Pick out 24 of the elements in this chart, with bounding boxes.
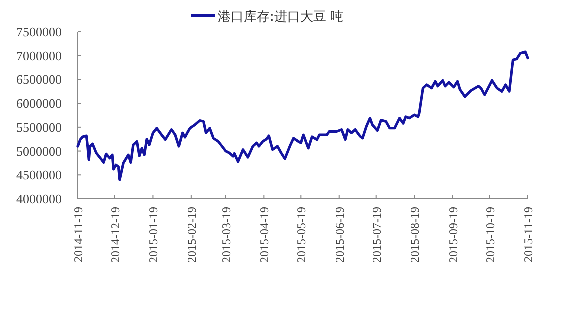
y-tick-label: 5500000 [16,120,62,135]
x-tick-label: 2015-04-19 [258,207,272,263]
x-tick-label: 2015-05-19 [294,207,309,263]
y-tick-label: 7500000 [16,24,62,40]
y-tick-label: 6500000 [16,72,62,88]
legend-label: 港口库存:进口大豆 吨 [218,10,344,25]
x-tick-label: 2014-11-19 [72,207,86,263]
x-tick-label: 2015-09-19 [446,207,460,263]
y-tick-label: 4000000 [16,192,62,206]
y-tick-label: 4500000 [16,168,62,183]
x-tick-label: 2015-11-19 [522,207,536,263]
y-tick-label: 6000000 [16,96,62,112]
x-tick-label: 2015-06-19 [332,207,347,263]
line-series [76,50,530,182]
x-tick-label: 2015-01-19 [146,207,161,263]
legend: 港口库存:进口大豆 吨 [191,10,344,25]
x-tick-label: 2015-08-19 [408,207,422,263]
x-tick-label: 2015-07-19 [370,207,384,263]
y-tick-label: 7000000 [16,48,62,64]
x-tick-label: 2014-12-19 [108,207,122,263]
x-tick-label: 2015-03-19 [219,207,234,263]
x-tick-label: 2015-10-19 [483,207,498,263]
x-tick-label: 2015-02-19 [184,207,199,263]
y-tick-label: 5000000 [16,144,62,159]
